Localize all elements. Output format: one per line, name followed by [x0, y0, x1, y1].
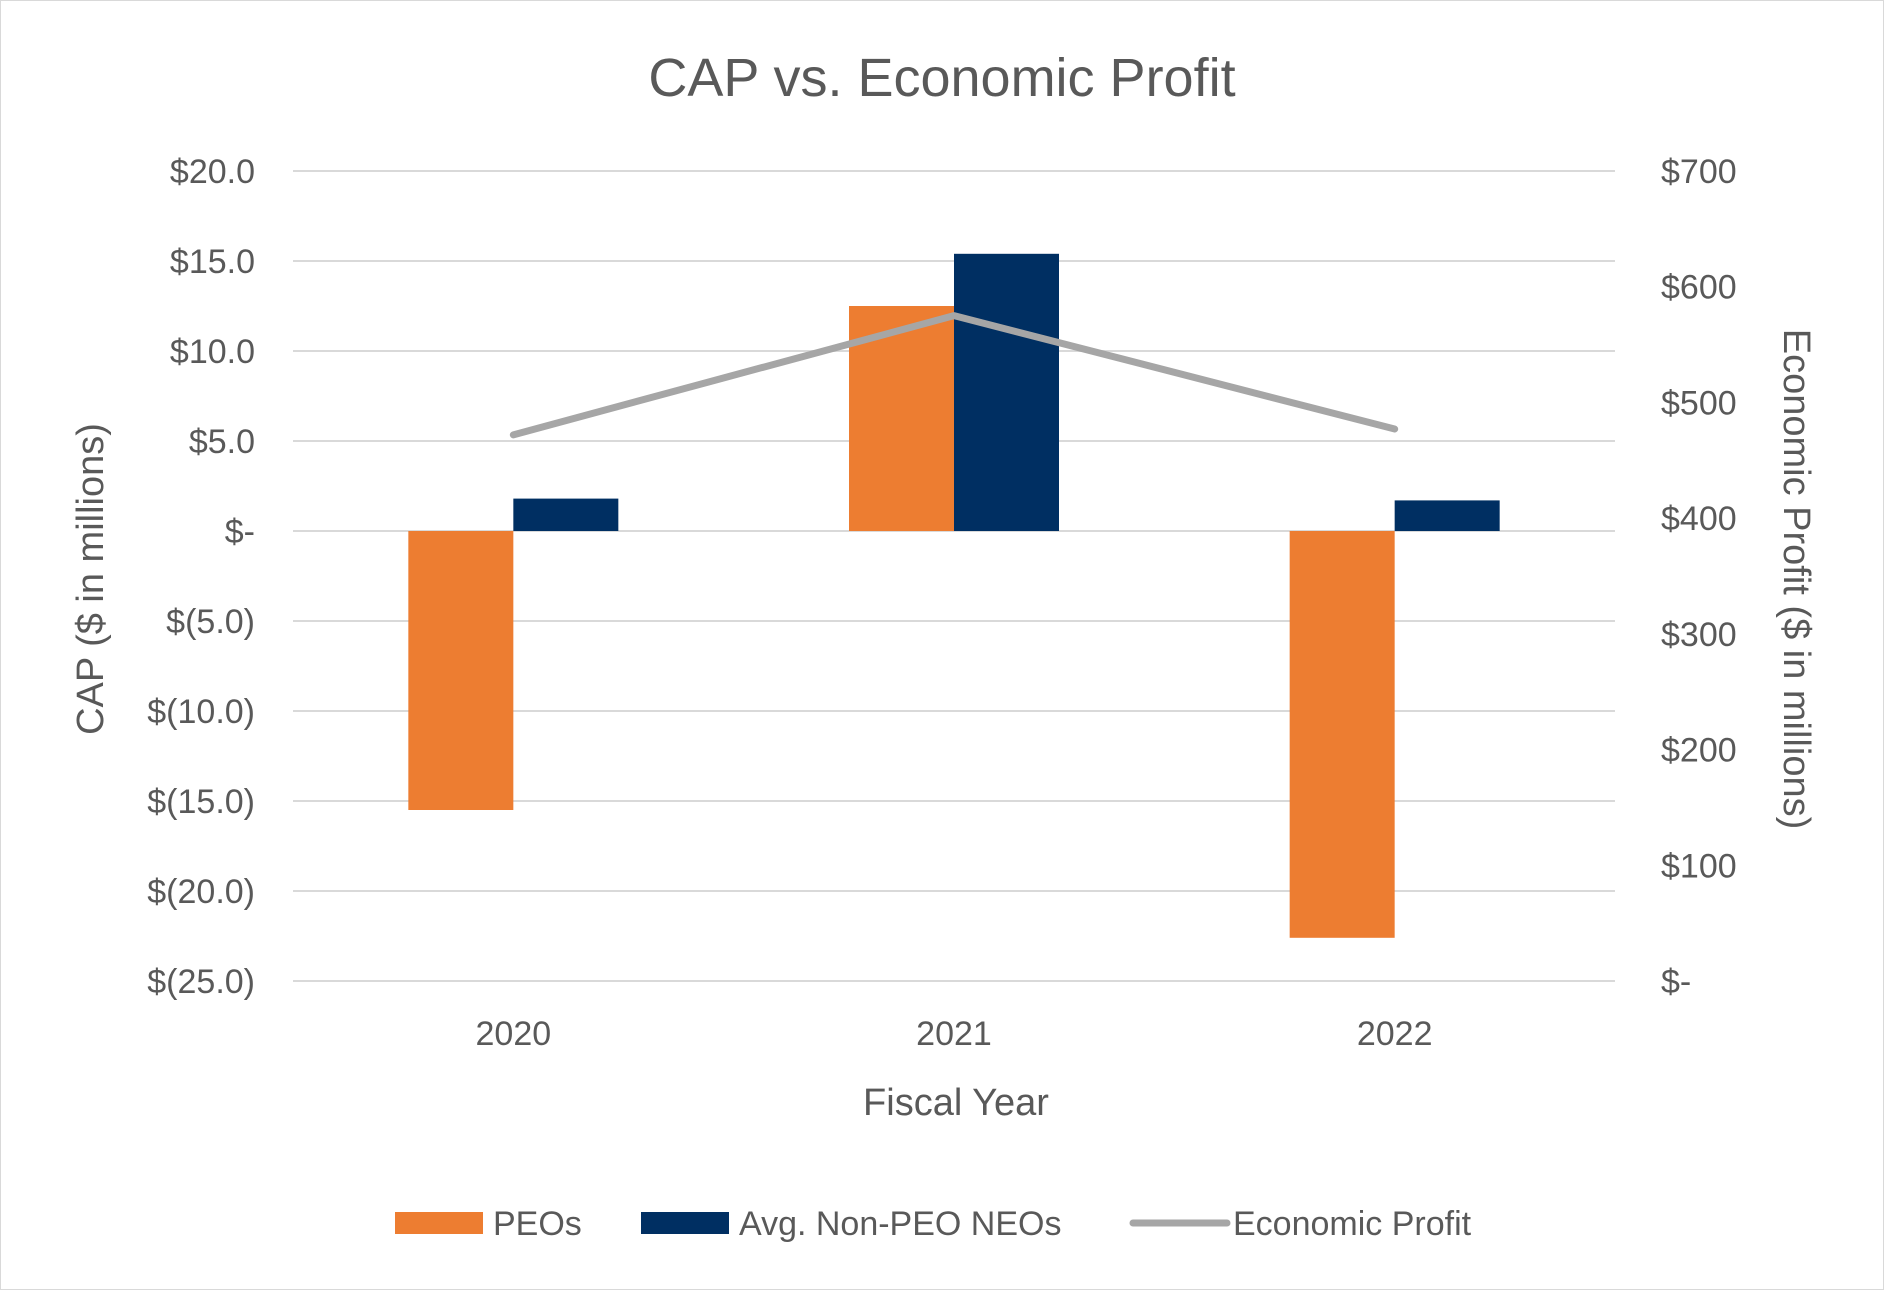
bars-layer — [408, 253, 1500, 938]
y2-axis-title: Economic Profit ($ in millions) — [1775, 329, 1817, 829]
y2-tick-label: $- — [1661, 963, 1691, 1001]
y-tick-label: $5.0 — [189, 423, 255, 461]
legend-label-peos: PEOs — [493, 1205, 582, 1243]
legend-label-non-peo-neos: Avg. Non-PEO NEOs — [739, 1205, 1062, 1243]
y-tick-label: $(15.0) — [147, 783, 255, 821]
bar-peos-2021 — [849, 306, 954, 531]
bar-avg-non-peo-neos-2020 — [513, 498, 619, 531]
y2-tick-label: $400 — [1661, 500, 1737, 538]
y2-tick-label: $700 — [1661, 153, 1737, 191]
y2-tick-label: $500 — [1661, 384, 1737, 422]
left-axis-ticks: $20.0 $15.0 $10.0 $5.0 $- $(5.0) $(10.0) $(15.0… — [147, 153, 255, 1001]
bar-peos-2020 — [408, 531, 514, 810]
legend-swatch-non-peo-neos — [641, 1212, 729, 1234]
y-tick-label: $(10.0) — [147, 693, 255, 731]
y-tick-label: $15.0 — [170, 243, 255, 281]
y-tick-label: $20.0 — [170, 153, 255, 191]
line-layer — [509, 312, 1399, 439]
bar-avg-non-peo-neos-2021 — [954, 253, 1059, 532]
legend-swatch-peos — [395, 1212, 483, 1234]
x-axis-ticks: 2020 2021 2022 — [476, 1015, 1433, 1053]
y2-tick-label: $300 — [1661, 616, 1737, 654]
line-economic-profit — [509, 312, 1399, 439]
bar-peos-2022 — [1289, 531, 1395, 938]
x-tick-label: 2020 — [476, 1015, 552, 1053]
y-tick-label: $(5.0) — [166, 603, 255, 641]
x-axis-title: Fiscal Year — [863, 1082, 1049, 1124]
y-axis-title: CAP ($ in millions) — [70, 423, 112, 735]
legend: PEOs Avg. Non-PEO NEOs Economic Profit — [395, 1205, 1472, 1243]
x-tick-label: 2021 — [916, 1015, 992, 1053]
bar-avg-non-peo-neos-2022 — [1394, 500, 1500, 531]
y-tick-label: $10.0 — [170, 333, 255, 371]
y-tick-label: $(25.0) — [147, 963, 255, 1001]
legend-label-economic-profit: Economic Profit — [1233, 1205, 1472, 1243]
y2-tick-label: $200 — [1661, 732, 1737, 770]
x-tick-label: 2022 — [1357, 1015, 1433, 1053]
y-tick-label: $(20.0) — [147, 873, 255, 911]
y2-tick-label: $100 — [1661, 847, 1737, 885]
y2-tick-label: $600 — [1661, 269, 1737, 307]
chart-title: CAP vs. Economic Profit — [648, 48, 1235, 108]
right-axis-ticks: $700 $600 $500 $400 $300 $200 $100 $- — [1661, 153, 1737, 1001]
y-tick-label: $- — [225, 513, 255, 551]
